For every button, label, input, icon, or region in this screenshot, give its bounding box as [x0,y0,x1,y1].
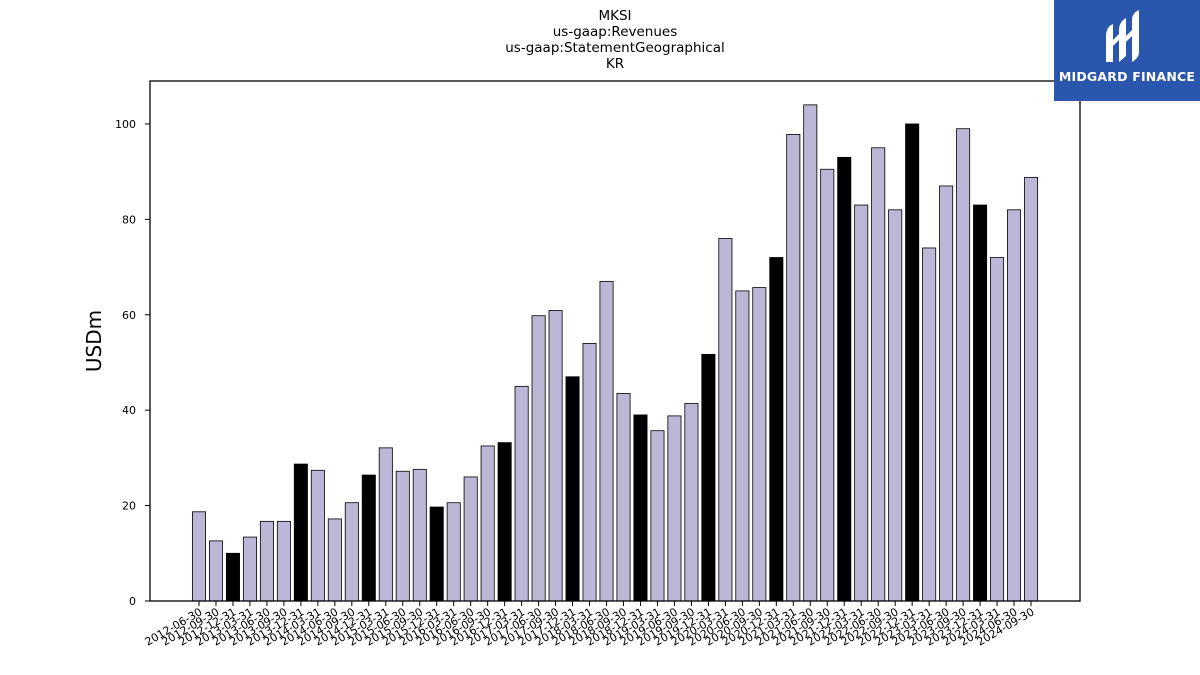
y-tick-label: 40 [122,404,136,417]
bar-2017-06-30 [531,315,546,602]
bar-2016-12-31 [497,442,512,602]
bar-2022-06-30 [871,147,886,602]
bar-2023-06-30 [939,185,954,602]
bar-2015-06-30 [395,470,410,602]
logo-text: MIDGARD FINANCE [1058,69,1196,84]
bar-2017-12-31 [565,376,580,602]
bar-2019-09-30 [684,403,699,602]
bar-2021-09-30 [820,168,835,602]
y-tick-label: 0 [129,595,136,608]
bar-2013-06-30 [259,520,274,602]
bar-2018-12-31 [633,414,648,602]
chart-title-line-1: MKSI [598,8,632,24]
chart-title-line-2: us-gaap:Revenues [552,24,678,40]
midgard-finance-logo: MIDGARD FINANCE [1054,0,1200,101]
bar-2014-06-30 [327,518,342,602]
y-tick-label: 80 [122,213,136,226]
bar-2020-06-30 [735,290,750,602]
bar-2024-09-30 [1024,176,1039,602]
chart-title-line-3: us-gaap:StatementGeographical [505,40,725,56]
bar-2024-03-31 [990,257,1005,602]
y-tick-label: 100 [115,118,136,131]
y-tick-label: 20 [122,500,136,513]
chart-title-line-4: KR [605,56,625,72]
bars-group [191,104,1039,602]
bar-2024-06-30 [1007,209,1022,602]
bar-2021-12-31 [837,156,852,602]
bar-2022-12-31 [905,123,920,602]
bar-2016-09-30 [480,445,495,602]
bar-2020-12-31 [769,257,784,602]
bar-2022-09-30 [888,209,903,602]
bar-2022-03-31 [854,204,869,602]
bar-2023-09-30 [956,128,971,602]
x-axis: 2012-06-302012-09-302012-12-312013-03-31… [143,601,1037,649]
bar-2018-03-31 [582,342,597,602]
bar-2020-03-31 [718,238,733,602]
bar-2019-12-31 [701,353,716,602]
plot-frame [149,80,1081,602]
bar-2023-12-31 [973,204,988,602]
midgard-logo-icon [1106,10,1139,62]
bar-2014-03-31 [310,469,325,602]
bar-2018-09-30 [616,393,631,602]
bar-2013-09-30 [276,520,291,602]
bar-2013-03-31 [242,536,257,602]
bar-2015-09-30 [412,468,427,602]
bar-2021-06-30 [803,104,818,602]
y-axis-label: USDm [82,309,106,373]
bar-2016-06-30 [463,476,478,602]
bar-2012-09-30 [208,540,223,602]
bar-2016-03-31 [446,502,461,602]
bar-2023-03-31 [922,247,937,602]
y-axis: 0 20 40 60 80 100 [115,118,150,608]
bar-2012-12-31 [225,552,240,602]
bar-2021-03-31 [786,134,801,602]
bar-2017-09-30 [548,310,563,602]
bar-2014-09-30 [344,502,359,602]
bar-2015-12-31 [429,506,444,602]
bar-2012-06-30 [191,511,206,602]
bar-2013-12-31 [293,463,308,602]
bar-2014-12-31 [361,474,376,602]
bar-2019-03-31 [650,430,665,602]
bar-2018-06-30 [599,280,614,602]
bar-2020-09-30 [752,287,767,602]
bar-2017-03-31 [514,385,529,602]
bar-2019-06-30 [667,415,682,602]
y-tick-label: 60 [122,309,136,322]
bar-2015-03-31 [378,447,393,602]
